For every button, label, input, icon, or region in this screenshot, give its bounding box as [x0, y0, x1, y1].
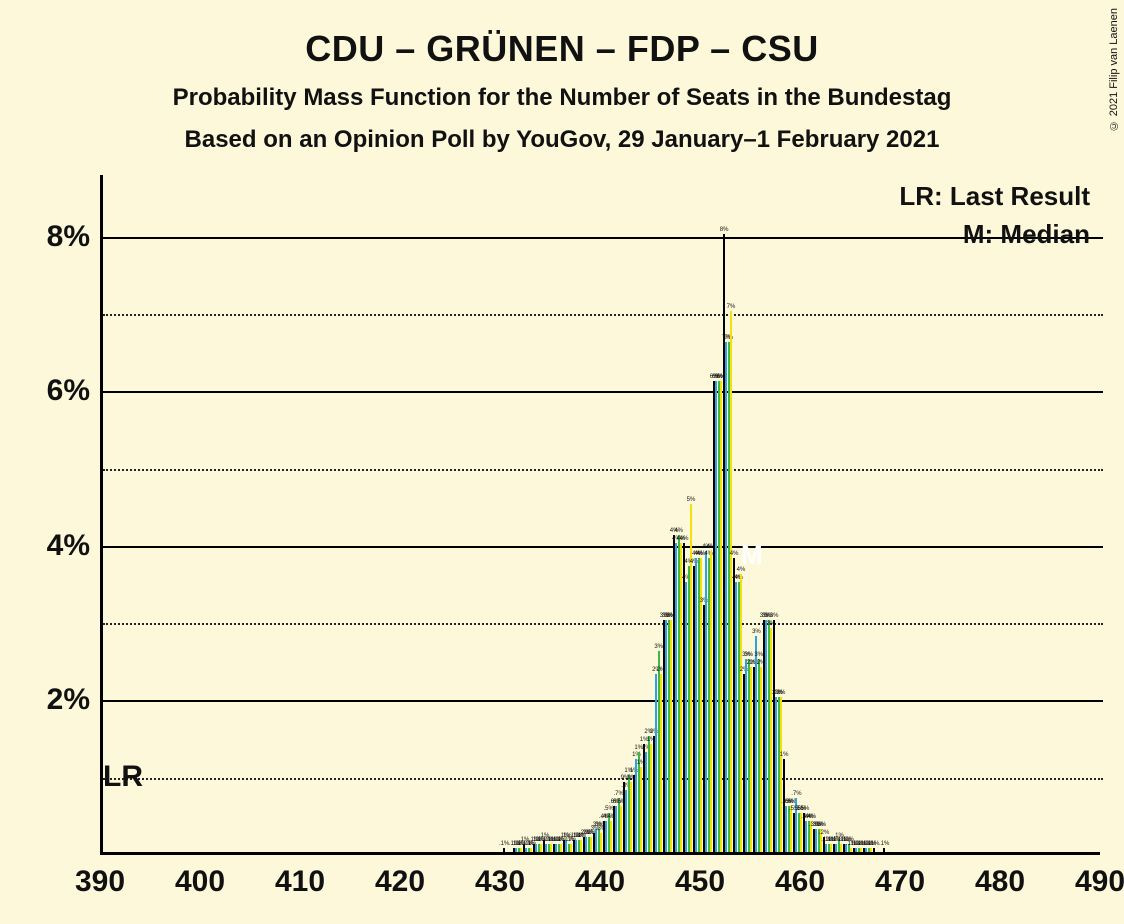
- bar: [560, 844, 562, 852]
- chart-subtitle-1: Probability Mass Function for the Number…: [0, 84, 1124, 112]
- bar: [550, 844, 552, 852]
- lr-marker: LR: [103, 760, 143, 794]
- y-axis-label: 2%: [47, 683, 90, 717]
- x-axis-label: 450: [675, 865, 725, 899]
- bar-value-label: 8%: [720, 227, 729, 233]
- bar: [640, 767, 642, 852]
- copyright-text: © 2021 Filip van Laenen: [1108, 8, 1120, 131]
- bar: [600, 833, 602, 852]
- bar-value-label: 4%: [680, 536, 689, 542]
- bar: [770, 628, 772, 852]
- bar-value-label: 3%: [654, 644, 663, 650]
- y-axis-label: 8%: [47, 220, 90, 254]
- y-axis-label: 6%: [47, 374, 90, 408]
- bar: [850, 848, 852, 852]
- bar: [630, 782, 632, 852]
- bar: [520, 848, 522, 852]
- bar-value-label: 7%: [727, 304, 736, 310]
- bar-value-label: .3%: [816, 822, 826, 828]
- x-axis-label: 400: [175, 865, 225, 899]
- bar: [540, 844, 542, 852]
- bar: [610, 821, 612, 852]
- plot-area: .1%.1%.1%.1%.1%.1%.1%.1%.1%.1%.1%.1%.1%.…: [100, 175, 1100, 855]
- bar-value-label: 4%: [730, 551, 739, 557]
- bar: [750, 667, 752, 852]
- x-axis-label: 460: [775, 865, 825, 899]
- x-axis-label: 430: [475, 865, 525, 899]
- bar: [873, 848, 875, 852]
- bar: [620, 806, 622, 852]
- bar-value-label: 1%: [780, 752, 789, 758]
- x-axis-label: 470: [875, 865, 925, 899]
- bar-value-label: .7%: [791, 791, 801, 797]
- bar-value-label: 5%: [687, 497, 696, 503]
- bar: [730, 311, 732, 852]
- bar-value-label: .2%: [819, 830, 829, 836]
- bar: [780, 697, 782, 852]
- bar: [503, 848, 505, 852]
- bar-value-label: 3%: [754, 652, 763, 658]
- x-axis-label: 390: [75, 865, 125, 899]
- bar-value-label: 3%: [770, 613, 779, 619]
- bar: [590, 837, 592, 852]
- bar: [720, 381, 722, 852]
- bar-value-label: 4%: [674, 528, 683, 534]
- chart-area: .1%.1%.1%.1%.1%.1%.1%.1%.1%.1%.1%.1%.1%.…: [100, 175, 1100, 855]
- bar: [830, 844, 832, 852]
- chart-title: CDU – GRÜNEN – FDP – CSU: [0, 0, 1124, 70]
- x-axis-label: 490: [1075, 865, 1124, 899]
- bar-value-label: .1%: [869, 841, 879, 847]
- bar: [580, 840, 582, 852]
- x-axis-label: 410: [275, 865, 325, 899]
- bar-value-label: 3%: [752, 629, 761, 635]
- bar: [650, 744, 652, 852]
- bar: [883, 848, 885, 852]
- bar-value-label: .4%: [806, 814, 816, 820]
- bar: [670, 620, 672, 852]
- bar: [740, 574, 742, 852]
- bar: [870, 848, 872, 852]
- x-axis-label: 440: [575, 865, 625, 899]
- bar-value-label: .1%: [499, 841, 509, 847]
- bar: [710, 551, 712, 852]
- x-axis-label: 420: [375, 865, 425, 899]
- bar-value-label: .5%: [799, 806, 809, 812]
- bar: [760, 667, 762, 852]
- bar: [840, 844, 842, 852]
- legend-last-result: LR: Last Result: [899, 181, 1090, 212]
- median-marker: M: [741, 540, 763, 571]
- bar: [790, 806, 792, 852]
- bar: [860, 848, 862, 852]
- bar: [570, 844, 572, 852]
- bar-value-label: 3%: [744, 652, 753, 658]
- bars-container: .1%.1%.1%.1%.1%.1%.1%.1%.1%.1%.1%.1%.1%.…: [103, 172, 1103, 852]
- chart-subtitle-2: Based on an Opinion Poll by YouGov, 29 J…: [0, 126, 1124, 154]
- y-axis-label: 4%: [47, 529, 90, 563]
- bar: [660, 674, 662, 852]
- bar: [680, 543, 682, 852]
- bar-value-label: 2%: [777, 690, 786, 696]
- bar-value-label: .1%: [879, 841, 889, 847]
- bar: [530, 848, 532, 852]
- legend-median: M: Median: [963, 219, 1090, 250]
- x-axis-label: 480: [975, 865, 1025, 899]
